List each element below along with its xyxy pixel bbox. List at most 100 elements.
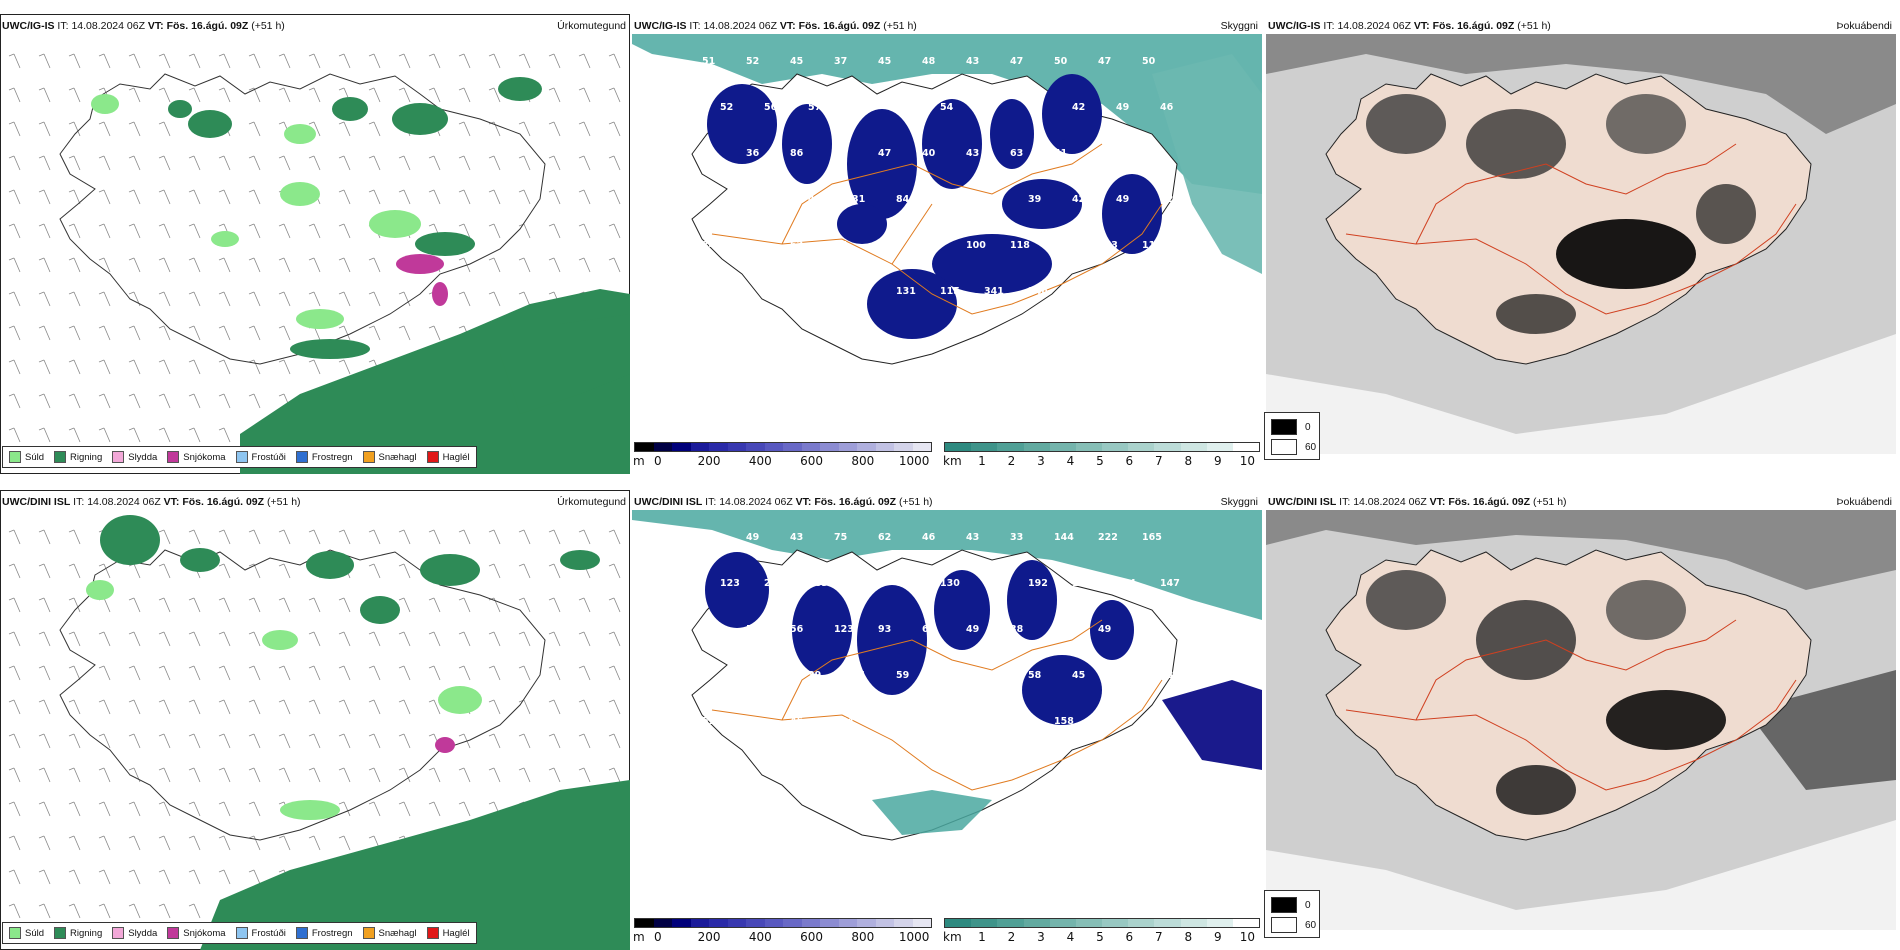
wind-barb xyxy=(248,733,261,749)
cloud-base-label: 165 xyxy=(1142,532,1162,543)
wind-barb xyxy=(158,631,171,647)
wind-barb xyxy=(128,257,141,273)
it-label: IT: xyxy=(1339,496,1351,508)
colorbar-cell xyxy=(690,443,709,451)
cloud-base-label: 43 xyxy=(966,148,979,159)
wind-barb xyxy=(98,257,111,273)
cloud-base-label: 60 xyxy=(940,194,954,205)
wind-barb xyxy=(38,835,51,851)
wind-barb xyxy=(128,87,141,103)
wind-barb xyxy=(578,733,591,749)
cloud-base-label: 341 xyxy=(984,286,1004,297)
colorbar-cell xyxy=(1128,919,1155,927)
wind-barb xyxy=(278,155,291,171)
wind-barb xyxy=(128,223,141,239)
legend-label: Haglél xyxy=(442,451,470,463)
cloud-base-label: 57 xyxy=(966,716,979,727)
cloud-base-label: 60 xyxy=(764,762,778,773)
wind-barb xyxy=(248,155,261,171)
cloud-base-label: 51 xyxy=(746,624,759,635)
cloud-base-label: 55 xyxy=(896,762,909,773)
cloud-base-label: 283 xyxy=(808,578,828,589)
model-name: UWC/DINI ISL xyxy=(1268,496,1337,508)
cloud-base-label: 49 xyxy=(922,716,935,727)
cloud-base-label: 52 xyxy=(746,56,759,67)
cloud-base-label: 56 xyxy=(790,624,804,635)
wind-barb xyxy=(158,427,171,443)
cloud-base-label: 123 xyxy=(834,624,854,635)
wind-barb xyxy=(248,767,261,783)
wind-barb xyxy=(218,869,231,885)
wind-barb xyxy=(128,869,141,885)
valid-time: Fös. 16.ágú. 09Z xyxy=(1448,496,1531,508)
cloud-base-label: 40 xyxy=(922,148,936,159)
wind-barb xyxy=(38,325,51,341)
wind-barb xyxy=(188,155,201,171)
vt-label: VT: xyxy=(1429,496,1446,508)
wind-barb xyxy=(38,427,51,443)
wind-barb xyxy=(488,631,501,647)
wind-barb xyxy=(578,189,591,205)
wind-barb xyxy=(128,597,141,613)
wind-barb xyxy=(218,631,231,647)
wind-barb xyxy=(608,53,621,69)
wind-barb xyxy=(98,359,111,375)
colorbar-cell xyxy=(1180,919,1207,927)
wind-barb xyxy=(278,87,291,103)
wind-barb xyxy=(188,359,201,375)
cloud-base-label: 45 xyxy=(1072,670,1085,681)
fog-legend-label: 60 xyxy=(1305,919,1317,931)
colorbar-cell xyxy=(1154,919,1181,927)
wind-barb xyxy=(278,359,291,375)
wind-barb xyxy=(248,121,261,137)
wind-barb xyxy=(8,563,21,579)
cloud-base-label: 41 xyxy=(852,762,865,773)
wind-barb xyxy=(158,393,171,409)
wind-barb xyxy=(218,393,231,409)
wind-barb xyxy=(308,597,321,613)
wind-barb xyxy=(218,699,231,715)
wind-barb xyxy=(398,325,411,341)
wind-barb xyxy=(248,325,261,341)
wind-barb xyxy=(368,257,381,273)
colorbar-tick: 9 xyxy=(1214,454,1222,468)
vt-label: VT: xyxy=(795,496,812,508)
wind-barb xyxy=(368,733,381,749)
wind-barb xyxy=(368,767,381,783)
it-label: IT: xyxy=(705,496,717,508)
it-label: IT: xyxy=(689,20,701,32)
wind-barb xyxy=(128,359,141,375)
wind-barb xyxy=(548,699,561,715)
valid-time: Fös. 16.ágú. 09Z xyxy=(182,496,265,508)
legend-label: Snæhagl xyxy=(378,451,417,463)
wind-barb xyxy=(38,53,51,69)
wind-barb xyxy=(218,597,231,613)
wind-barb xyxy=(68,291,81,307)
swatch xyxy=(1271,917,1297,933)
wind-barb xyxy=(428,529,441,545)
wind-barb xyxy=(158,835,171,851)
cloud-base-label: 67 xyxy=(984,670,997,681)
colorbar-tick: 6 xyxy=(1125,930,1134,944)
vt-label: VT: xyxy=(147,20,164,32)
colorbar-cell xyxy=(635,443,654,451)
ceiling-colorbar: m 0 200 400 600 800 1000 xyxy=(633,442,932,472)
cloud-base-label: 47 xyxy=(940,762,953,773)
wind-barb xyxy=(8,665,21,681)
colorbar-cell xyxy=(971,919,998,927)
wind-barb xyxy=(488,767,501,783)
colorbar-tick: 4 xyxy=(1066,930,1075,944)
wind-barb xyxy=(278,291,291,307)
wind-barb xyxy=(158,257,171,273)
wind-barb xyxy=(548,87,561,103)
wind-barb xyxy=(548,767,561,783)
legend-item: Súld xyxy=(9,451,44,463)
wind-barb xyxy=(608,257,621,273)
wind-barb xyxy=(98,733,111,749)
cloud-base-label: 63 xyxy=(1010,148,1023,159)
wind-barb xyxy=(428,631,441,647)
wind-barb xyxy=(428,665,441,681)
wind-barb xyxy=(8,631,21,647)
wind-barb xyxy=(98,767,111,783)
lead-time: (+51 h) xyxy=(898,496,933,508)
